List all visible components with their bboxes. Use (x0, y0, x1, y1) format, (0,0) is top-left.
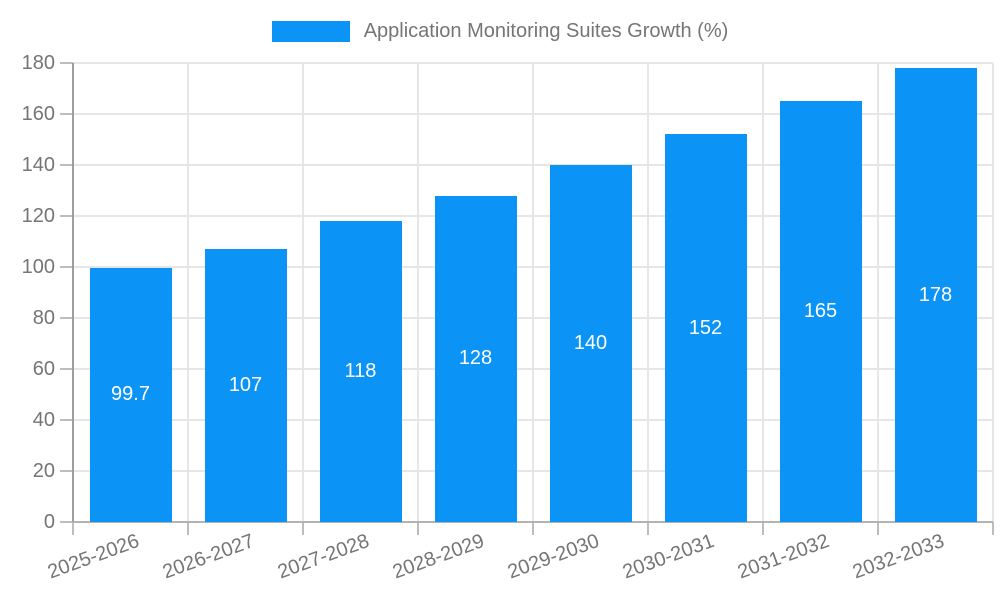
gridline (187, 63, 189, 522)
y-axis-tick (60, 368, 73, 370)
y-tick-label: 160 (21, 103, 55, 125)
gridline (302, 63, 304, 522)
bar[interactable]: 178 (894, 68, 977, 522)
legend-label: Application Monitoring Suites Growth (%) (363, 20, 729, 42)
y-axis-tick (60, 419, 73, 421)
y-tick-label: 40 (32, 409, 55, 431)
bar-value-label: 128 (458, 347, 493, 370)
legend[interactable]: Application Monitoring Suites Growth (%) (0, 20, 1000, 43)
bar[interactable]: 140 (549, 165, 632, 522)
gridline (647, 63, 649, 522)
y-tick-label: 60 (32, 358, 55, 380)
gridline (992, 63, 994, 522)
y-axis-tick (60, 266, 73, 268)
x-tick-label: 2025-2026 (44, 530, 143, 584)
y-axis-tick (60, 215, 73, 217)
bar[interactable]: 152 (664, 134, 747, 522)
x-axis-tick (532, 522, 534, 535)
x-axis-tick (417, 522, 419, 535)
gridline (762, 63, 764, 522)
y-axis-line (72, 63, 74, 522)
y-axis-tick (60, 164, 73, 166)
y-axis-tick (60, 113, 73, 115)
bar-value-label: 118 (344, 360, 377, 383)
y-axis-tick (60, 317, 73, 319)
bar-value-label: 152 (688, 316, 723, 339)
x-axis-tick (187, 522, 189, 535)
y-tick-label: 180 (21, 52, 55, 74)
y-tick-label: 20 (32, 460, 55, 482)
x-tick-label: 2032-2033 (849, 530, 948, 584)
y-tick-label: 80 (32, 307, 55, 329)
x-axis-tick (762, 522, 764, 535)
x-tick-label: 2031-2032 (734, 530, 833, 584)
bar[interactable]: 118 (319, 221, 402, 522)
bar-value-label: 178 (918, 283, 953, 306)
x-tick-label: 2028-2029 (389, 530, 488, 584)
gridline (417, 63, 419, 522)
y-tick-label: 0 (43, 511, 55, 533)
y-tick-label: 120 (21, 205, 55, 227)
x-axis-tick (647, 522, 649, 535)
bar[interactable]: 165 (779, 101, 862, 522)
bar[interactable]: 107 (204, 249, 287, 522)
x-axis-tick (302, 522, 304, 535)
bar[interactable]: 99.7 (89, 267, 172, 522)
y-axis-tick (60, 62, 73, 64)
bar-value-label: 107 (228, 374, 263, 397)
y-axis-tick (60, 470, 73, 472)
y-tick-label: 100 (21, 256, 55, 278)
x-axis-tick (72, 522, 74, 535)
x-axis-tick (992, 522, 994, 535)
bar-value-label: 165 (803, 300, 838, 323)
bar-value-label: 140 (573, 332, 608, 354)
x-tick-label: 2026-2027 (159, 530, 258, 584)
y-axis-tick (60, 521, 73, 523)
legend-swatch[interactable] (271, 21, 350, 42)
x-tick-label: 2027-2028 (274, 530, 373, 584)
y-tick-label: 140 (21, 154, 55, 176)
gridline (877, 63, 879, 522)
x-axis-line (73, 521, 993, 523)
x-axis-tick (877, 522, 879, 535)
x-tick-label: 2030-2031 (619, 530, 718, 584)
gridline (532, 63, 534, 522)
x-tick-label: 2029-2030 (504, 530, 603, 584)
bar[interactable]: 128 (434, 195, 517, 522)
bar-value-label: 99.7 (111, 383, 150, 406)
